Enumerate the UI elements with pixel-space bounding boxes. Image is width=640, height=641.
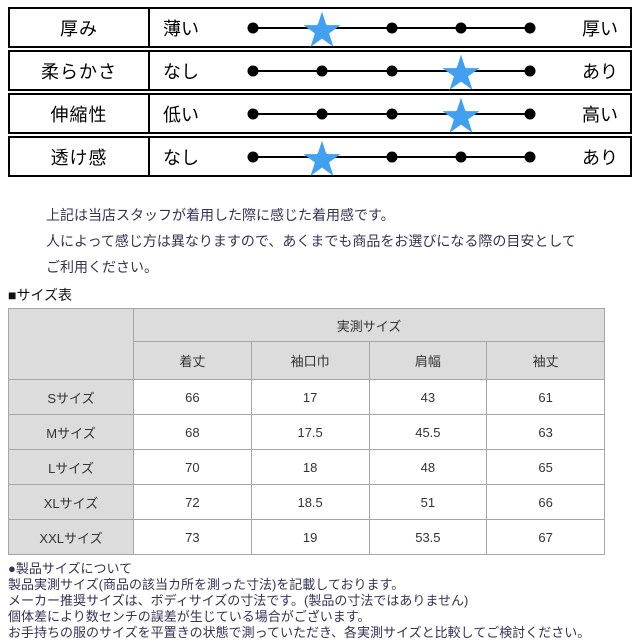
scale-dot bbox=[247, 108, 259, 119]
feature-row: 透け感 なし あり bbox=[8, 136, 632, 177]
size-value-cell: 18 bbox=[250, 449, 370, 485]
scale-dot bbox=[455, 22, 467, 33]
note-line: 個体差により数センチの誤差が生じている場合がございます。 bbox=[8, 609, 371, 624]
scale-max-label: あり bbox=[582, 147, 618, 168]
size-column-header: 袖丈 bbox=[486, 341, 605, 380]
size-column-header: 着丈 bbox=[133, 341, 252, 380]
size-value-cell: 67 bbox=[486, 519, 605, 555]
size-row-label: Sサイズ bbox=[8, 379, 134, 415]
star-rating-icon bbox=[442, 54, 480, 90]
scale-dot bbox=[386, 151, 397, 162]
scale-min-label: 薄い bbox=[163, 18, 199, 39]
rating-scale bbox=[247, 52, 536, 90]
size-column-header: 袖口巾 bbox=[250, 341, 370, 380]
scale-dot bbox=[524, 22, 536, 33]
size-value-cell: 70 bbox=[133, 449, 252, 485]
size-value-cell: 72 bbox=[133, 484, 252, 520]
scale-min-label: なし bbox=[163, 147, 199, 168]
size-value-cell: 53.5 bbox=[368, 519, 488, 555]
note-line: 製品実測サイズ(商品の該当カ所を測った寸法)を記載しております。 bbox=[8, 577, 405, 592]
feature-scale-cell: なし あり bbox=[150, 52, 630, 90]
size-table-row: XLサイズ 72 18.5 51 66 bbox=[8, 484, 605, 520]
scale-dot bbox=[316, 108, 328, 119]
scale-dot bbox=[455, 151, 467, 162]
size-value-cell: 19 bbox=[250, 519, 370, 555]
feature-scale-cell: なし あり bbox=[150, 138, 630, 176]
feature-label: 伸縮性 bbox=[10, 95, 150, 132]
size-value-cell: 66 bbox=[486, 484, 605, 520]
scale-max-label: あり bbox=[582, 61, 618, 82]
notes-title: ●製品サイズについて bbox=[8, 561, 133, 576]
size-value-cell: 43 bbox=[368, 379, 488, 415]
size-column-header: 肩幅 bbox=[368, 341, 488, 380]
size-table-row: XXLサイズ 73 19 53.5 67 bbox=[8, 519, 605, 555]
rating-scale bbox=[247, 138, 536, 176]
rating-scale bbox=[247, 9, 536, 47]
size-value-cell: 17.5 bbox=[250, 414, 370, 450]
scale-min-label: 低い bbox=[163, 104, 199, 125]
feature-row: 柔らかさ なし あり bbox=[8, 50, 632, 91]
size-value-cell: 17 bbox=[250, 379, 370, 415]
size-table: 実測サイズ 着丈 袖口巾 肩幅 袖丈 Sサイズ 66 17 43 61 Mサイズ 68 17.5 45… bbox=[8, 308, 605, 555]
size-value-cell: 61 bbox=[486, 379, 605, 415]
scale-max-label: 高い bbox=[582, 104, 618, 125]
note-line: ご利用ください。 bbox=[46, 259, 158, 275]
feature-label: 柔らかさ bbox=[10, 52, 150, 89]
size-value-cell: 65 bbox=[486, 449, 605, 485]
scale-dot bbox=[316, 65, 328, 76]
size-table-column-header-row: 着丈 袖口巾 肩幅 袖丈 bbox=[9, 341, 605, 380]
rating-scale bbox=[247, 95, 536, 133]
size-row-label: Mサイズ bbox=[8, 414, 134, 450]
star-rating-icon bbox=[442, 97, 480, 133]
note-line: 人によって感じ方は異なりますので、あくまでも商品をお選びになる際の目安として bbox=[46, 233, 576, 249]
scale-min-label: なし bbox=[163, 61, 199, 82]
product-size-notes: ●製品サイズについて 製品実測サイズ(商品の該当カ所を測った寸法)を記載しており… bbox=[8, 561, 632, 641]
scale-dot bbox=[524, 108, 536, 119]
scale-dot bbox=[524, 65, 536, 76]
feature-label: 厚み bbox=[10, 9, 150, 46]
feature-scale-cell: 低い 高い bbox=[150, 95, 630, 133]
scale-dot bbox=[247, 151, 259, 162]
scale-dot bbox=[247, 22, 259, 33]
star-rating-icon bbox=[303, 140, 341, 176]
size-value-cell: 48 bbox=[368, 449, 488, 485]
feature-row: 厚み 薄い 厚い bbox=[8, 7, 632, 48]
size-value-cell: 51 bbox=[368, 484, 488, 520]
size-table-heading: ■サイズ表 bbox=[8, 287, 73, 303]
scale-dot bbox=[386, 65, 397, 76]
size-value-cell: 73 bbox=[133, 519, 252, 555]
size-table-row: Lサイズ 70 18 48 65 bbox=[8, 449, 605, 485]
size-table-group-header: 実測サイズ bbox=[133, 308, 605, 342]
note-line: 上記は当店スタッフが着用した際に感じた着用感です。 bbox=[46, 207, 395, 223]
scale-max-label: 厚い bbox=[582, 18, 618, 39]
size-row-label: XLサイズ bbox=[8, 484, 134, 520]
size-value-cell: 68 bbox=[133, 414, 252, 450]
size-value-cell: 45.5 bbox=[368, 414, 488, 450]
feature-row: 伸縮性 低い 高い bbox=[8, 93, 632, 134]
size-table-row: Sサイズ 66 17 43 61 bbox=[8, 379, 605, 415]
scale-dot bbox=[386, 108, 397, 119]
note-line: メーカー推奨サイズは、ボディサイズの寸法です。(製品の寸法ではありません) bbox=[8, 593, 469, 608]
feature-label: 透け感 bbox=[10, 138, 150, 175]
size-row-label: XXLサイズ bbox=[8, 519, 134, 555]
scale-dot bbox=[247, 65, 259, 76]
wearing-feel-table: 厚み 薄い 厚い 柔らかさ なし あり 伸縮性 低い bbox=[8, 7, 632, 177]
scale-dot bbox=[524, 151, 536, 162]
scale-dot bbox=[386, 22, 397, 33]
feature-scale-cell: 薄い 厚い bbox=[150, 9, 630, 47]
note-line: お手持ちの服のサイズを平置きの状態で測っていただき、各実測サイズと比較してご検討… bbox=[8, 625, 591, 640]
size-table-corner-cell bbox=[8, 308, 134, 380]
size-table-row: Mサイズ 68 17.5 45.5 63 bbox=[8, 414, 605, 450]
size-value-cell: 18.5 bbox=[250, 484, 370, 520]
size-value-cell: 66 bbox=[133, 379, 252, 415]
size-table-body: Sサイズ 66 17 43 61 Mサイズ 68 17.5 45.5 63 Lサイズ 70 18 48 65… bbox=[8, 379, 605, 555]
star-rating-icon bbox=[303, 11, 341, 47]
size-row-label: Lサイズ bbox=[8, 449, 134, 485]
usage-note: 上記は当店スタッフが着用した際に感じた着用感です。 人によって感じ方は異なります… bbox=[46, 202, 632, 280]
size-value-cell: 63 bbox=[486, 414, 605, 450]
